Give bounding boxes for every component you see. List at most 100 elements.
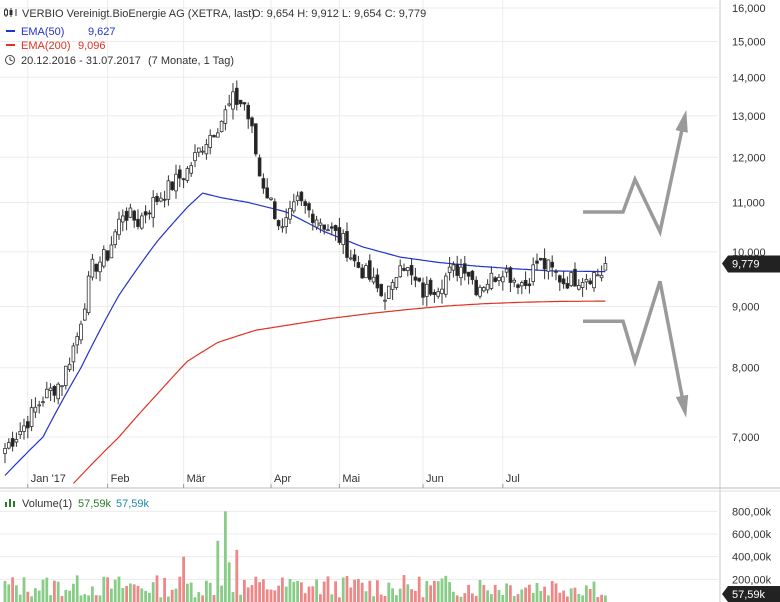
candle-up <box>75 336 80 346</box>
ema200-legend-value: 9,096 <box>78 40 106 52</box>
candle-up <box>390 282 395 290</box>
candle-up <box>348 257 353 260</box>
candle-up <box>3 448 7 455</box>
candle-down <box>94 263 99 272</box>
volume-bar <box>239 594 242 602</box>
volume-bar <box>208 582 212 602</box>
candle-up <box>269 197 273 200</box>
candle-up <box>48 387 53 392</box>
candle-up <box>405 267 410 271</box>
candle-up <box>504 268 509 273</box>
volume-bar <box>330 594 334 602</box>
volume-bar <box>604 595 607 602</box>
candle-up <box>284 217 288 227</box>
price-tick-label: 14,000 <box>732 72 766 84</box>
volume-bar <box>391 588 394 602</box>
candle-up <box>520 282 524 287</box>
candle-down <box>516 284 520 288</box>
volume-bar <box>7 584 11 602</box>
candle-down <box>428 279 433 295</box>
volume-tick-label: 200,00k <box>732 574 772 586</box>
volume-bar <box>265 589 269 602</box>
candle-up <box>314 219 319 228</box>
candle-up <box>33 406 38 413</box>
volume-bar <box>117 576 121 602</box>
volume-bar <box>284 586 288 602</box>
volume-bar <box>216 540 220 602</box>
volume-bar <box>440 578 444 602</box>
candle-down <box>527 283 532 287</box>
scenario-up-arrow-head <box>675 109 688 133</box>
volume-bar <box>49 595 52 602</box>
candle-up <box>291 201 296 212</box>
candle-up <box>227 103 232 106</box>
volume-bar <box>528 584 531 602</box>
volume-bar <box>577 594 581 602</box>
volume-bar <box>170 589 174 602</box>
volume-bar <box>30 596 33 602</box>
candle-down <box>310 213 315 224</box>
candle-down <box>143 211 148 216</box>
candle-down <box>25 421 30 429</box>
candle-up <box>41 401 45 404</box>
candle-up <box>121 215 125 223</box>
volume-bar <box>414 590 417 602</box>
volume-bar <box>486 590 489 602</box>
candle-down <box>337 227 342 243</box>
candle-down <box>238 99 243 105</box>
candle-up <box>577 285 581 290</box>
candle-up <box>424 283 429 297</box>
candle-down <box>181 178 186 181</box>
candle-up <box>208 134 213 148</box>
candlestick-series <box>3 80 608 464</box>
volume-bar <box>159 597 163 602</box>
volume-bar <box>319 594 322 602</box>
candle-up <box>29 407 34 427</box>
candle-up <box>485 283 490 291</box>
candle-up <box>83 308 87 321</box>
volume-bar <box>436 581 440 602</box>
candle-down <box>508 267 513 283</box>
volume-bar <box>459 596 463 602</box>
last-price-badge: 9,779 <box>722 255 780 273</box>
candle-up <box>113 231 118 246</box>
volume-bar <box>205 580 208 602</box>
candle-up <box>580 282 585 288</box>
candle-down <box>470 270 475 281</box>
volume-bar <box>379 594 383 602</box>
candle-down <box>177 169 182 179</box>
candle-up <box>67 363 72 370</box>
candle-down <box>550 261 554 268</box>
volume-bar <box>596 597 600 602</box>
candle-down <box>52 386 57 396</box>
scenario-down-arrow-head <box>675 394 689 418</box>
candle-up <box>451 264 456 271</box>
candle-up <box>592 272 596 289</box>
candle-down <box>417 277 421 282</box>
volume-bar <box>402 575 406 602</box>
volume-bar <box>471 593 474 602</box>
candle-down <box>409 265 414 276</box>
time-tick-label: Feb <box>111 473 130 485</box>
volume-bar <box>585 585 588 602</box>
volume-bar <box>524 587 527 602</box>
volume-bar <box>3 580 7 602</box>
volume-bar <box>41 579 45 602</box>
volume-bar <box>338 597 341 602</box>
candle-up <box>109 244 114 259</box>
volume-bar <box>531 593 535 602</box>
price-tick-label: 16,000 <box>732 3 766 15</box>
volume-bar <box>516 594 520 602</box>
volume-value-2: 57,59k <box>116 498 150 510</box>
volume-bar <box>75 575 79 602</box>
volume-bar <box>155 575 159 602</box>
candle-down <box>554 270 558 273</box>
volume-bar <box>520 589 524 602</box>
candle-down <box>535 260 539 264</box>
candle-up <box>215 132 220 138</box>
volume-bar <box>376 580 379 602</box>
ema200-line <box>72 300 606 484</box>
candle-up <box>86 275 91 313</box>
volume-bar <box>592 581 596 602</box>
price-axis-labels: 7,0008,0009,00010,00011,00012,00013,0001… <box>732 3 766 444</box>
